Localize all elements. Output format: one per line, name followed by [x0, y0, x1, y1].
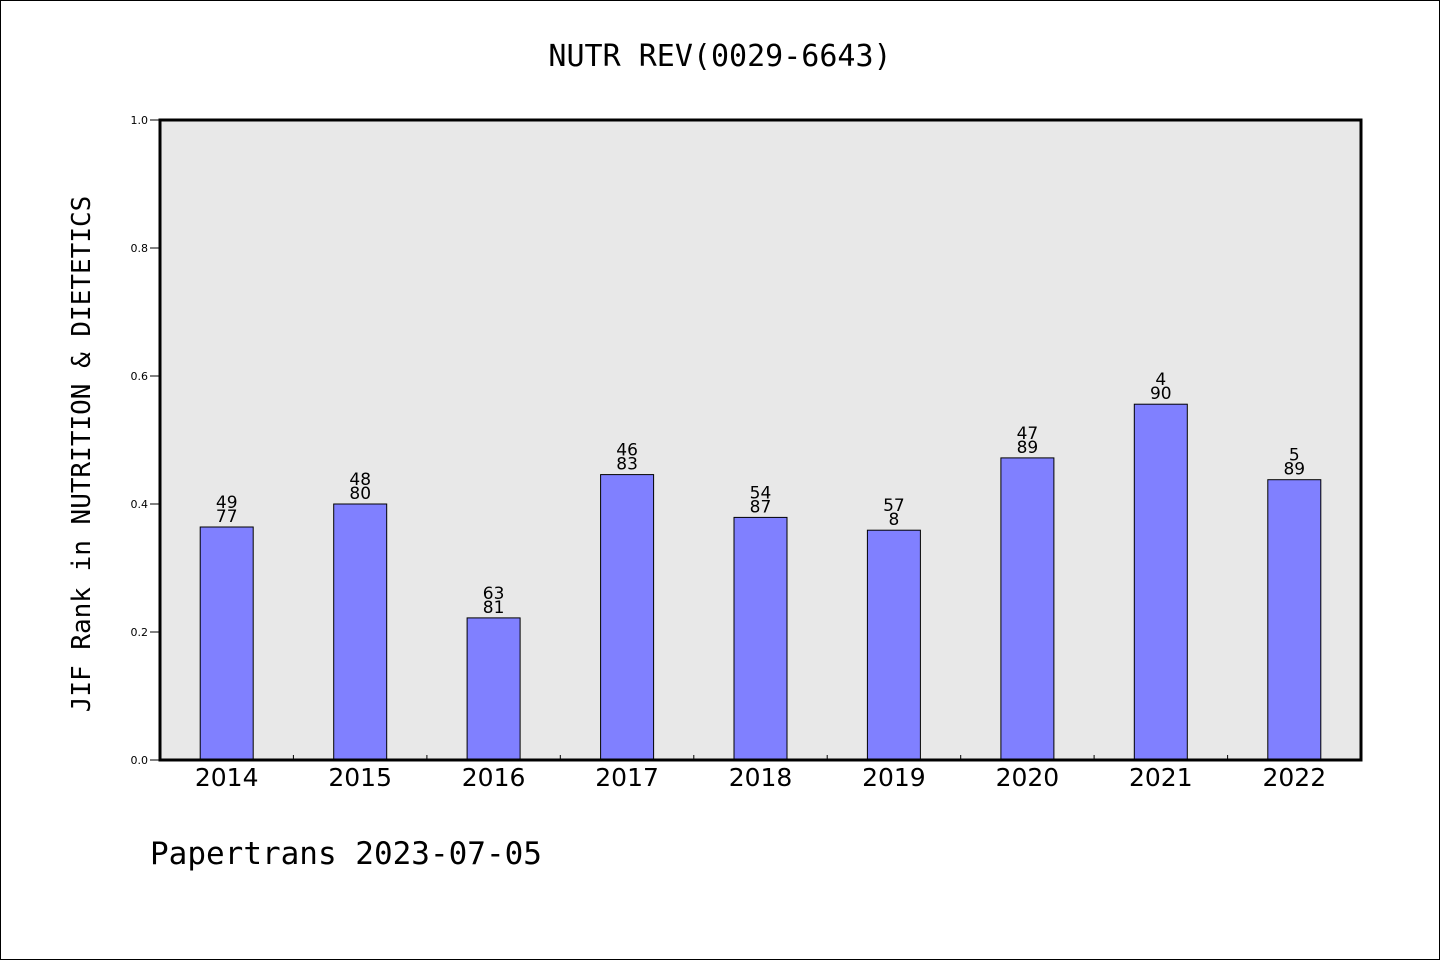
y-ticks-group: 0.0 0.2 0.4 0.6 0.8 1.0 — [131, 114, 160, 767]
bar-label-rank-2021: 4 — [1155, 370, 1166, 390]
x-tick-label-2015: 2015 — [328, 763, 392, 792]
bar-2021 — [1133, 403, 1188, 761]
bar-label-rank-2016: 63 — [483, 584, 505, 604]
footer-credit: Papertrans 2023-07-05 — [150, 836, 542, 872]
bar-2022 — [1267, 479, 1322, 761]
bar-label-total-2022: 89 — [1283, 460, 1305, 480]
bar-label-total-2018: 87 — [750, 497, 772, 517]
bar-label-rank-2022: 5 — [1289, 446, 1300, 466]
bar-label-rank-2018: 54 — [750, 483, 772, 503]
bar-2019 — [866, 529, 921, 761]
y-tick-label-0.2: 0.2 — [131, 626, 149, 639]
bar-2017 — [600, 474, 655, 761]
bar-label-total-2017: 83 — [616, 455, 638, 475]
chart-title: NUTR REV(0029-6643) — [548, 39, 891, 74]
bar-label-total-2021: 90 — [1150, 384, 1172, 404]
y-tick-label-0.8: 0.8 — [131, 242, 149, 255]
bar-label-rank-2015: 48 — [349, 470, 371, 490]
x-tick-label-2020: 2020 — [996, 763, 1060, 792]
bar-label-rank-2017: 46 — [616, 441, 638, 461]
bar-label-rank-2020: 47 — [1017, 424, 1039, 444]
bar-2018 — [733, 516, 788, 761]
y-tick-label-1.0: 1.0 — [131, 114, 149, 127]
x-tick-label-2014: 2014 — [195, 763, 259, 792]
x-ticks-group: 2014 2015 2016 2017 2018 2019 2020 2021 2022 — [195, 755, 1326, 792]
bar-label-total-2015: 80 — [349, 484, 371, 504]
bar-2014 — [199, 526, 254, 761]
y-tick-label-0.6: 0.6 — [131, 370, 149, 383]
bar-2020 — [1000, 457, 1055, 761]
bar-label-total-2020: 89 — [1017, 438, 1039, 458]
bar-label-total-2019: 8 — [888, 510, 899, 530]
y-tick-label-0.4: 0.4 — [131, 498, 149, 511]
x-tick-label-2016: 2016 — [462, 763, 526, 792]
bar-label-rank-2019: 57 — [883, 496, 905, 516]
bar-label-total-2016: 81 — [483, 598, 505, 618]
bar-2016 — [466, 617, 521, 761]
x-tick-label-2019: 2019 — [862, 763, 926, 792]
x-tick-label-2021: 2021 — [1129, 763, 1193, 792]
bar-label-rank-2014: 49 — [216, 493, 238, 513]
bar-2015 — [333, 503, 388, 761]
x-tick-label-2017: 2017 — [595, 763, 659, 792]
y-tick-label-0.0: 0.0 — [131, 754, 149, 767]
x-tick-label-2018: 2018 — [729, 763, 793, 792]
plot-border — [158, 118, 1363, 762]
y-axis-label: JIF Rank in NUTRITION & DIETETICS — [67, 196, 97, 713]
x-tick-label-2022: 2022 — [1262, 763, 1326, 792]
bar-label-total-2014: 77 — [216, 507, 238, 527]
